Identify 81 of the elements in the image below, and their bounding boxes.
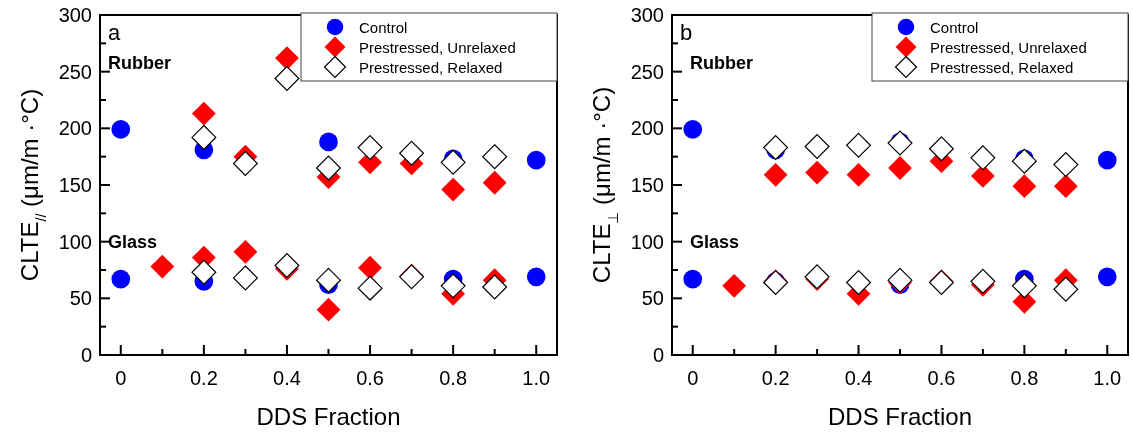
x-tick-label: 0 xyxy=(687,367,699,389)
point xyxy=(191,259,217,285)
y-tick-label: 250 xyxy=(630,60,664,83)
point xyxy=(150,254,175,279)
legend-label: Prestressed, Relaxed xyxy=(930,59,1074,76)
point xyxy=(526,150,546,170)
annotation: Rubber xyxy=(108,52,171,73)
point xyxy=(316,297,341,322)
legend-label: Control xyxy=(930,19,979,36)
x-tick-label: 0.8 xyxy=(439,367,468,389)
y-tick-label: 300 xyxy=(58,4,92,26)
legend-label: Control xyxy=(359,19,408,36)
point xyxy=(232,150,258,176)
x-tick-label: 1.0 xyxy=(522,367,551,389)
point xyxy=(482,170,507,195)
point xyxy=(233,239,258,264)
point xyxy=(683,120,703,139)
point xyxy=(1097,150,1117,170)
point xyxy=(888,156,912,180)
x-tick-label: 0.6 xyxy=(927,367,956,389)
point xyxy=(722,273,747,298)
point xyxy=(887,130,913,156)
y-tick-label: 200 xyxy=(630,117,664,140)
point xyxy=(1053,174,1078,199)
x-tick-label: 0.2 xyxy=(189,367,218,389)
y-tick-label: 0 xyxy=(80,344,92,366)
point xyxy=(441,177,466,202)
point xyxy=(275,46,299,70)
point xyxy=(191,101,216,126)
point xyxy=(1053,276,1079,302)
point xyxy=(399,140,425,166)
point xyxy=(683,269,703,289)
point xyxy=(316,267,341,293)
point xyxy=(111,269,131,289)
annotation: Glass xyxy=(108,231,158,252)
point xyxy=(316,155,341,181)
point xyxy=(440,149,466,175)
x-tick-label: 0.4 xyxy=(273,367,301,389)
point xyxy=(846,162,871,187)
y-tick-label: 100 xyxy=(630,230,664,253)
x-tick-label: 0.4 xyxy=(844,367,873,389)
y-tick-label: 300 xyxy=(630,4,664,26)
point xyxy=(319,132,338,152)
annotation: b xyxy=(680,20,693,45)
y-tick-label: 100 xyxy=(58,230,92,253)
point xyxy=(1097,267,1117,287)
point xyxy=(805,160,829,185)
annotation: Glass xyxy=(690,231,740,252)
point xyxy=(846,269,872,295)
point xyxy=(763,135,789,161)
annotation: a xyxy=(108,20,121,45)
legend-label: Prestressed, Unrelaxed xyxy=(359,39,516,56)
y-tick-label: 0 xyxy=(652,344,664,366)
point xyxy=(111,120,131,139)
y-tick-label: 50 xyxy=(69,287,92,310)
point xyxy=(1012,174,1037,199)
point xyxy=(358,255,382,280)
x-tick-label: 0.2 xyxy=(761,367,790,389)
point xyxy=(191,124,217,150)
x-axis-title: DDS Fraction xyxy=(827,403,973,430)
y-tick-label: 150 xyxy=(630,174,664,196)
annotation: Rubber xyxy=(690,52,753,73)
point xyxy=(526,267,546,287)
point xyxy=(928,136,954,162)
point xyxy=(482,274,508,300)
legend-label: Prestressed, Relaxed xyxy=(359,59,503,76)
point xyxy=(440,273,466,299)
point xyxy=(1011,273,1037,299)
legend-label: Prestressed, Unrelaxed xyxy=(930,39,1087,56)
x-tick-label: 0 xyxy=(115,367,127,389)
y-tick-label: 200 xyxy=(58,117,92,140)
point xyxy=(971,164,995,188)
x-axis-title: DDS Fraction xyxy=(256,403,401,430)
y-tick-label: 250 xyxy=(58,60,92,83)
x-tick-label: 0.6 xyxy=(356,367,384,389)
y-tick-label: 150 xyxy=(58,174,92,196)
point xyxy=(763,162,788,187)
x-tick-label: 0.8 xyxy=(1010,367,1039,389)
x-tick-label: 1.0 xyxy=(1093,367,1122,389)
y-tick-label: 50 xyxy=(641,287,664,310)
point xyxy=(1011,148,1037,174)
